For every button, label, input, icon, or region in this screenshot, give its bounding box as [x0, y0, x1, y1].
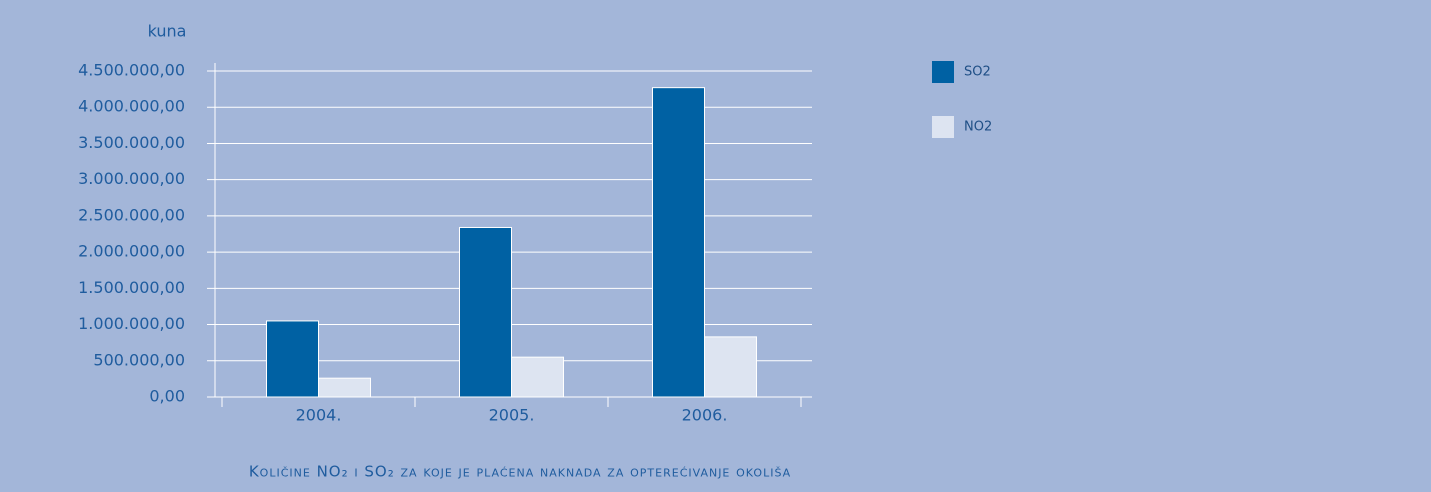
legend-swatch [932, 116, 954, 138]
y-tick-label: 2.500.000,00 [78, 205, 185, 224]
legend-label: NO2 [964, 120, 992, 135]
bar [704, 336, 757, 398]
bar [266, 320, 319, 398]
y-tick-label: 3.500.000,00 [78, 133, 185, 152]
y-tick-label: 0,00 [149, 387, 185, 406]
y-tick-label: 1.000.000,00 [78, 314, 185, 333]
bar [318, 377, 371, 398]
chart-title: Količine NO₂ i SO₂ za koje je plaćena na… [249, 463, 791, 481]
bar [459, 226, 512, 398]
y-tick-label: 500.000,00 [93, 350, 185, 369]
x-tick-label: 2006. [682, 406, 728, 425]
y-tick-label: 1.500.000,00 [78, 278, 185, 297]
y-tick-label: 3.000.000,00 [78, 169, 185, 188]
y-tick-label: 4.500.000,00 [78, 61, 185, 80]
bar [652, 87, 705, 398]
bar [511, 356, 564, 398]
legend-label: SO2 [964, 65, 991, 80]
y-axis-label: kuna [148, 22, 187, 41]
y-tick-label: 2.000.000,00 [78, 242, 185, 261]
legend-swatch [932, 61, 954, 83]
y-tick-label: 4.000.000,00 [78, 97, 185, 116]
x-tick-label: 2005. [489, 406, 535, 425]
x-tick-label: 2004. [296, 406, 342, 425]
